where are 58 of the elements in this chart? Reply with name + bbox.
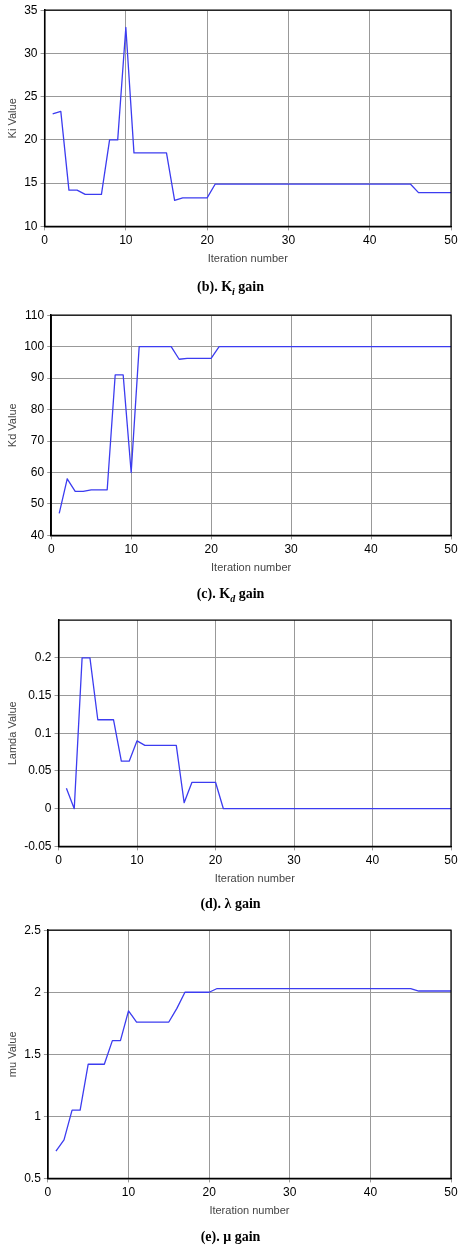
y-tick-label: 15 (24, 175, 38, 190)
x-tick-label: 50 (444, 852, 458, 867)
y-tick-label: 0.1 (34, 725, 52, 740)
y-tick-label: 10 (24, 218, 38, 233)
y-tick-label: 2.5 (24, 922, 42, 937)
x-axis-title: Iteration number (211, 561, 292, 574)
y-tick-label: 0.5 (24, 1170, 42, 1185)
y-axis-title: mu Value (5, 1031, 18, 1078)
text: (e). μ gain (199, 1228, 262, 1246)
x-tick-label: 50 (444, 1184, 458, 1199)
x-tick-label: 10 (124, 541, 139, 556)
text: (b). K$_{i}$ gain (196, 278, 265, 299)
y-axis-title: Lamda Value (5, 701, 18, 766)
y-tick-label: 35 (24, 2, 38, 17)
x-tick-label: 20 (202, 1184, 217, 1199)
x-tick-label: 30 (281, 232, 296, 247)
x-tick-label: 50 (444, 232, 458, 247)
x-tick-label: 40 (363, 1184, 378, 1199)
y-tick-label: 0 (44, 801, 52, 816)
x-tick-label: 40 (364, 541, 379, 556)
y-tick-label: 0.2 (34, 650, 52, 665)
y-tick-label: 90 (30, 370, 45, 385)
text: (d). λ gain (199, 895, 262, 913)
x-tick-label: 20 (200, 232, 215, 247)
y-tick-label: 50 (30, 496, 45, 511)
x-tick-label: 10 (121, 1184, 136, 1199)
y-tick-label: 2 (34, 984, 42, 999)
y-tick-label: 80 (30, 401, 45, 416)
y-tick-label: 0.05 (28, 763, 52, 778)
y-axis-title: Kd Value (5, 403, 18, 448)
text: (c). K$_{d}$ gain (195, 585, 266, 606)
y-tick-label: 30 (24, 45, 38, 60)
x-tick-label: 50 (444, 541, 458, 556)
y-tick-label: 60 (30, 464, 45, 479)
x-axis-title: Iteration number (207, 252, 289, 265)
x-tick-label: 30 (284, 541, 299, 556)
y-tick-label: -0.05 (24, 838, 52, 853)
x-tick-label: 30 (287, 852, 302, 867)
y-tick-label: 70 (30, 433, 45, 448)
x-tick-label: 10 (119, 232, 133, 247)
x-tick-label: 10 (130, 852, 145, 867)
x-axis-title: Iteration number (209, 1204, 290, 1217)
x-tick-label: 30 (283, 1184, 297, 1199)
y-tick-label: 20 (24, 132, 38, 147)
x-tick-label: 20 (208, 852, 223, 867)
y-tick-label: 25 (24, 88, 38, 103)
y-tick-label: 1.5 (24, 1046, 42, 1061)
y-tick-label: 0.15 (28, 687, 52, 702)
x-tick-label: 0 (55, 852, 63, 867)
x-tick-label: 20 (204, 541, 219, 556)
x-tick-label: 40 (363, 232, 377, 247)
x-tick-label: 40 (365, 852, 380, 867)
y-tick-label: 40 (30, 527, 45, 542)
y-axis-title: Ki Value (5, 98, 18, 139)
y-tick-label: 110 (25, 307, 45, 322)
y-tick-label: 100 (24, 338, 45, 353)
y-tick-label: 1 (34, 1108, 42, 1123)
x-axis-title: Iteration number (214, 872, 296, 885)
